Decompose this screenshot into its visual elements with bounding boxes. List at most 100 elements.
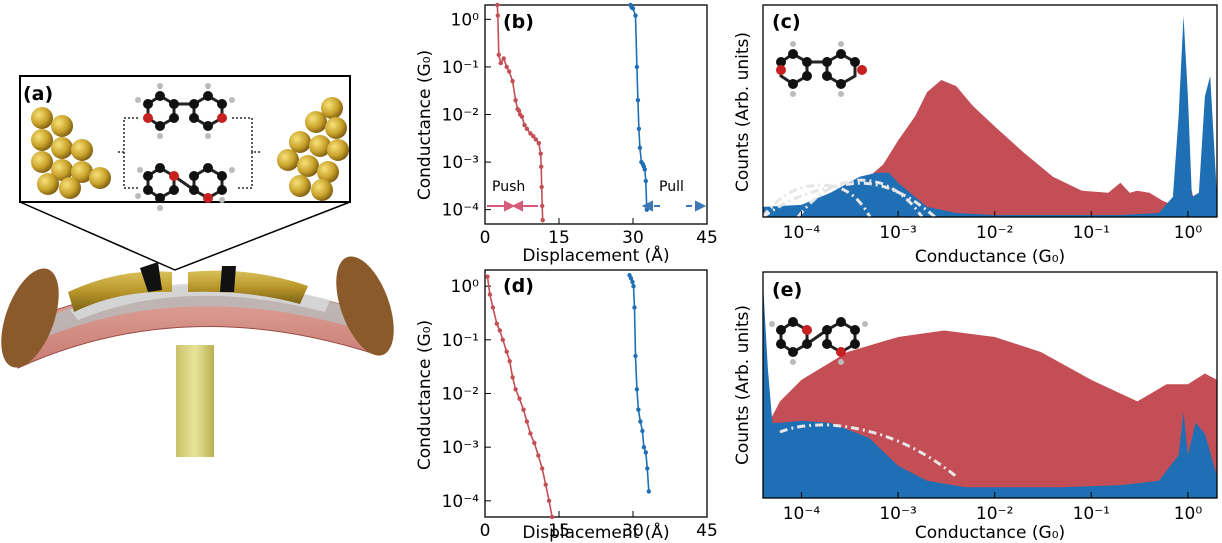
xlabel-c: Conductance (G₀) <box>915 247 1065 267</box>
panel-a: (a) <box>1 75 394 457</box>
bending-beam <box>1 256 394 457</box>
trace-point-push <box>531 134 536 139</box>
xlabel-e: Conductance (G₀) <box>915 523 1065 543</box>
trace-point-push <box>549 514 555 520</box>
trace-point-push <box>532 440 537 446</box>
trace-point-push <box>494 321 499 326</box>
trace-point-push <box>507 69 512 74</box>
trace-point-push <box>504 64 509 70</box>
trace-point-push <box>528 431 533 436</box>
trace-point-pull <box>630 279 635 285</box>
trace-point-pull <box>634 64 640 70</box>
trace-point-pull <box>640 428 645 434</box>
trace-point-push <box>538 151 543 156</box>
y-tick-label: 10⁻¹ <box>442 58 479 78</box>
hist-e <box>763 283 1217 498</box>
trace-point-push <box>500 337 505 342</box>
trace-point-pull <box>637 145 643 150</box>
panel-d: (d) 0 15 30 45 10⁰ 10⁻¹ 10⁻² 10⁻³ 10⁻⁴ Conductan… <box>415 269 718 543</box>
trace-point-pull <box>643 178 648 184</box>
trace-point-push <box>504 349 509 354</box>
y-tick-label: 10⁰ <box>451 277 480 297</box>
trace-point-push <box>487 292 493 297</box>
fits-c <box>761 178 936 219</box>
panel-b: (b) 0 15 30 45 10⁰ 10⁻¹ 10⁻² 10⁻³ 10⁻⁴ Push Pull… <box>415 2 718 266</box>
trace-point-pull <box>632 305 637 310</box>
trace-point-push <box>546 498 552 503</box>
pull-arrows <box>641 200 707 212</box>
x-tick-label: 10⁰ <box>1174 504 1203 524</box>
x-tick-label: 0 <box>480 521 491 541</box>
panel-label-d: (d) <box>503 275 534 297</box>
ylabel-b: Conductance (G₀) <box>415 50 435 200</box>
x-tick-label: 10⁻⁴ <box>783 504 821 524</box>
panel-label-c: (c) <box>772 11 801 33</box>
trace-point-push <box>533 137 538 142</box>
trace-point-push <box>519 114 525 119</box>
histogram-area-pull <box>763 283 1217 498</box>
pull-label: Pull <box>659 179 684 195</box>
trace-point-pull <box>643 450 648 455</box>
y-tick-label: 10⁻⁴ <box>442 492 480 512</box>
trace-point-push <box>540 218 545 223</box>
y-tick-label: 10⁻² <box>442 385 479 405</box>
trace-point-push <box>528 131 533 136</box>
ylabel-c: Counts (Arb. units) <box>733 32 753 192</box>
trace-point-push <box>524 419 530 424</box>
x-tick-label: 10⁻¹ <box>1073 223 1110 243</box>
trace-point-push <box>497 328 502 333</box>
x-tick-label: 15 <box>548 228 570 248</box>
trace-point-push <box>496 52 501 57</box>
y-tick-label: 10⁻³ <box>442 153 479 173</box>
push-label: Push <box>492 179 525 195</box>
trace-point-push <box>536 141 541 146</box>
y-tick-label: 10⁰ <box>451 10 480 30</box>
panel-label-a: (a) <box>23 83 53 105</box>
ylabel-d: Conductance (G₀) <box>415 320 435 470</box>
trace-point-pull <box>641 445 647 450</box>
plot-frame-c <box>762 4 1218 218</box>
x-tick-label: 10⁻³ <box>879 504 916 524</box>
xlabel-b: Displacement (Å) <box>522 244 669 266</box>
traces-b <box>495 2 649 223</box>
panel-c: (c) 10⁻⁴ 10⁻³ 10⁻² 10⁻¹ 10⁰ Counts (Arb. uni… <box>733 4 1218 267</box>
molecule-meta <box>135 163 235 211</box>
molecule-inset-c <box>776 41 867 97</box>
plot-frame-d <box>484 269 708 518</box>
trace-point-push <box>490 305 496 310</box>
trace-line-pull <box>629 4 648 210</box>
trace-point-push <box>517 396 522 401</box>
y-tick-label: 10⁻⁴ <box>442 201 480 221</box>
ticks-b: 0 15 30 45 10⁰ 10⁻¹ 10⁻² 10⁻³ 10⁻⁴ <box>442 10 718 248</box>
traces-d <box>485 273 651 520</box>
trace-point-push <box>543 482 548 487</box>
trace-point-push <box>501 56 506 61</box>
trace-point-push <box>540 466 545 471</box>
trace-point-pull <box>636 126 642 131</box>
trace-point-pull <box>631 284 636 289</box>
x-tick-label: 10⁻² <box>976 223 1013 243</box>
ticks-e: 10⁻⁴ 10⁻³ 10⁻² 10⁻¹ 10⁰ <box>783 492 1203 524</box>
trace-point-push <box>495 2 500 8</box>
xlabel-d: Displacement (Å) <box>522 521 669 543</box>
trace-point-pull <box>630 6 636 11</box>
trace-point-push <box>521 407 526 412</box>
panel-label-b: (b) <box>503 11 534 33</box>
y-tick-label: 10⁻³ <box>442 438 479 458</box>
gold-electrode-right <box>277 97 349 201</box>
x-tick-label: 45 <box>696 521 718 541</box>
x-tick-label: 10⁰ <box>1174 223 1203 243</box>
panel-label-e: (e) <box>772 279 802 301</box>
trace-point-pull <box>645 466 650 471</box>
trace-point-pull <box>633 13 638 18</box>
trace-point-push <box>510 79 515 84</box>
trace-point-pull <box>634 387 640 392</box>
trace-point-push <box>510 375 515 380</box>
ylabel-e: Counts (Arb. units) <box>733 305 753 465</box>
x-tick-label: 10⁻⁴ <box>783 223 821 243</box>
trace-point-push <box>522 122 527 128</box>
panel-e: (e) 10⁻⁴ 10⁻³ 10⁻² 10⁻¹ 10⁰ Counts (Arb. uni… <box>733 271 1218 543</box>
trace-point-push <box>516 108 522 113</box>
trace-point-pull <box>642 167 647 172</box>
molecule-para <box>135 83 235 139</box>
